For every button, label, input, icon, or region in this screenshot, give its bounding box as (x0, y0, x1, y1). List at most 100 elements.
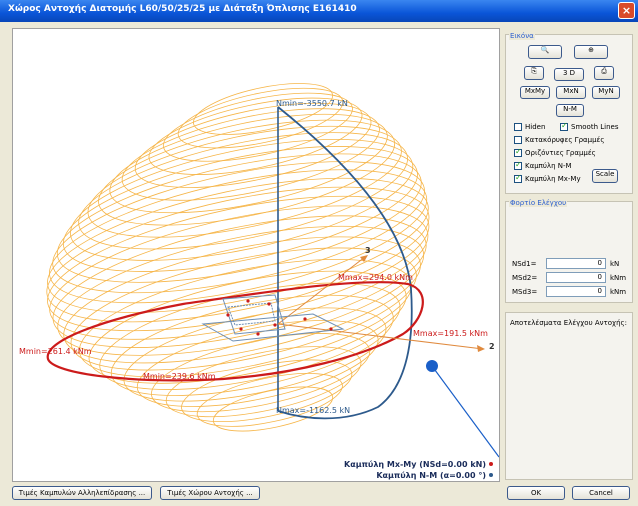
zoom-out-button[interactable]: 🔍 (528, 45, 562, 59)
msd3-input[interactable]: 0 (546, 286, 606, 297)
view-3d-label: 3 D (562, 69, 576, 77)
msd3-unit: kNm (610, 288, 627, 296)
cancel-button[interactable]: Cancel (572, 486, 630, 500)
msd2-label: MSd2= (512, 274, 538, 282)
zoom-out-icon: 🔍 (540, 46, 550, 54)
curve-nm-box[interactable] (514, 160, 522, 170)
interaction-values-label: Τιμές Καμπυλών Αλληλεπίδρασης ... (18, 489, 146, 497)
surface-contour (193, 83, 333, 135)
surface-contour (212, 386, 334, 432)
surface-contour (78, 132, 408, 250)
nsd1-unit: kN (610, 260, 620, 268)
copy-icon: ⎘ (531, 67, 537, 75)
surface-contour (99, 282, 401, 390)
scale-button[interactable]: Scale (592, 169, 618, 183)
hiden-box[interactable] (514, 123, 522, 131)
copy-button[interactable]: ⎘ (524, 66, 544, 80)
mmax2-label: Mmax=191.5 kNm (413, 329, 488, 338)
surface-contour (49, 169, 428, 304)
axis-2-arrow (477, 345, 485, 352)
title-bar[interactable]: Χώρος Αντοχής Διατομής L60/50/25/25 με Δ… (0, 0, 638, 22)
print-button[interactable]: ⎙ (594, 66, 614, 80)
window-title: Χώρος Αντοχής Διατομής L60/50/25/25 με Δ… (8, 4, 357, 14)
results-box: Αποτελέσματα Ελέγχου Αντοχής: (505, 312, 633, 480)
mmin2-label: Mmin=239.6 kNm (143, 372, 216, 381)
surface-contour (57, 225, 425, 356)
smooth-lines-checkbox[interactable]: Smooth Lines (560, 121, 619, 131)
surface-contour (177, 87, 344, 149)
nmax-label: Nmax=-1162.5 kN (276, 406, 351, 415)
mmin1-label: Mmin=261.4 kNm (19, 347, 92, 356)
nm-view-label: N-M (563, 105, 577, 113)
msd2-unit: kNm (610, 274, 627, 282)
mxn-view-button[interactable]: MxN (556, 86, 586, 99)
mmax1-label: Mmax=294.0 kNm (338, 273, 413, 282)
plot-canvas[interactable]: Nmin=-3550.7 kN Nmax=-1162.5 kN Mmax=294… (12, 28, 500, 482)
curve-mxmy-box[interactable] (514, 173, 522, 183)
surface-contour (165, 346, 362, 418)
results-title: Αποτελέσματα Ελέγχου Αντοχής: (510, 319, 628, 327)
legend-mxmy-text: Καμπύλη Mx-My (NSd=0.00 kN) (344, 460, 486, 469)
load-group-title: Φορτίο Ελέγχου (509, 199, 568, 207)
nm-view-button[interactable]: N-M (556, 104, 584, 117)
horizontal-lines-box[interactable] (514, 147, 522, 157)
nsd1-input[interactable]: 0 (546, 258, 606, 269)
axis-3-line (277, 256, 366, 325)
surface-contour (79, 258, 412, 378)
curve-mxmy-checkbox[interactable]: Καμπύλη Mx-My (514, 173, 581, 183)
ok-button[interactable]: OK (507, 486, 565, 500)
cross-section (201, 294, 345, 342)
vertical-lines-checkbox[interactable]: Κατακόρυφες Γραμμές (514, 136, 604, 144)
curve-nm-checkbox[interactable]: Καμπύλη N-M (514, 160, 572, 170)
curve-nm-label: Καμπύλη N-M (525, 162, 572, 170)
surface-contour (62, 146, 418, 272)
interaction-surface-graphic (46, 83, 499, 458)
legend-nm-dot (489, 473, 493, 477)
interaction-values-button[interactable]: Τιμές Καμπυλών Αλληλεπίδρασης ... (12, 486, 152, 500)
horizontal-lines-label: Οριζόντιες Γραμμές (525, 149, 596, 157)
surface-contour (47, 195, 430, 332)
myn-view-label: MyN (598, 87, 614, 95)
surface-contour (98, 119, 396, 226)
surface-contour (70, 247, 417, 371)
hiden-checkbox[interactable]: Hiden (514, 123, 545, 131)
surface-contour (56, 153, 422, 283)
curve-mxmy-label: Καμπύλη Mx-My (525, 175, 581, 183)
myn-view-button[interactable]: MyN (592, 86, 620, 99)
surface-contour (46, 186, 430, 323)
horizontal-lines-checkbox[interactable]: Οριζόντιες Γραμμές (514, 147, 596, 157)
msd3-label: MSd3= (512, 288, 538, 296)
surface-contour (136, 320, 379, 407)
legend-nm-text: Καμπύλη N-M (α=0.00 °) (376, 471, 486, 480)
msd2-input[interactable]: 0 (546, 272, 606, 283)
surface-contour (87, 125, 402, 238)
zoom-in-button[interactable]: ⊕ (574, 45, 608, 59)
legend-nm: Καμπύλη N-M (α=0.00 °) (376, 471, 493, 480)
rebars (226, 299, 333, 336)
callout-line (431, 365, 499, 458)
close-button[interactable]: × (618, 2, 635, 19)
smooth-lines-box[interactable] (560, 121, 568, 131)
zoom-in-icon: ⊕ (588, 46, 594, 54)
space-values-label: Τιμές Χώρου Αντοχής ... (167, 489, 253, 497)
vertical-lines-label: Κατακόρυφες Γραμμές (525, 136, 605, 144)
mxmy-view-button[interactable]: MxMy (520, 86, 550, 99)
axis-2-label: 2 (489, 342, 495, 351)
print-icon: ⎙ (601, 67, 607, 75)
vertical-lines-box[interactable] (514, 136, 522, 144)
surface-contour (196, 373, 343, 427)
axis-3-arrow (360, 255, 368, 262)
scale-label: Scale (595, 170, 615, 178)
nm-curve (277, 106, 413, 420)
ok-label: OK (530, 489, 542, 497)
surface-contour (123, 307, 387, 402)
smooth-lines-label: Smooth Lines (571, 123, 619, 131)
image-group: Εικόνα 🔍 ⊕ ⎘ 3 D ⎙ MxMy MxN MyN N-M Hide… (505, 32, 633, 194)
space-values-button[interactable]: Τιμές Χώρου Αντοχής ... (160, 486, 260, 500)
view-3d-button[interactable]: 3 D (554, 68, 584, 81)
legend-mxmy: Καμπύλη Mx-My (NSd=0.00 kN) (344, 460, 493, 469)
resistance-surface (46, 83, 430, 432)
mxmy-view-label: MxMy (524, 87, 546, 95)
nmin-label: Nmin=-3550.7 kN (276, 99, 348, 108)
